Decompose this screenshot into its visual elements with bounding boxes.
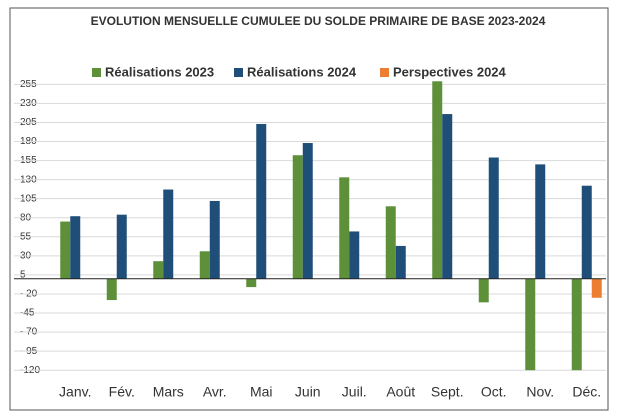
x-tick-label: Nov. bbox=[526, 384, 554, 400]
x-tick-label: Fév. bbox=[109, 384, 135, 400]
bar bbox=[571, 278, 582, 371]
legend-swatch bbox=[234, 68, 243, 77]
x-tick-label: Sept. bbox=[431, 384, 464, 400]
x-tick-label: Juil. bbox=[342, 384, 367, 400]
bar bbox=[535, 164, 546, 279]
bar bbox=[385, 206, 396, 279]
x-tick-label: Mars bbox=[153, 384, 184, 400]
bar bbox=[256, 123, 267, 279]
bar bbox=[478, 278, 489, 303]
legend-label: Perspectives 2024 bbox=[393, 64, 507, 79]
x-tick-label: Mai bbox=[250, 384, 273, 400]
bar bbox=[488, 157, 499, 279]
bar bbox=[395, 245, 406, 279]
bar bbox=[292, 155, 303, 279]
bar bbox=[591, 278, 602, 298]
bar bbox=[349, 231, 360, 279]
x-tick-label: Avr. bbox=[203, 384, 227, 400]
chart-title: EVOLUTION MENSUELLE CUMULEE DU SOLDE PRI… bbox=[91, 14, 546, 28]
bar bbox=[163, 189, 174, 279]
legend-swatch bbox=[380, 68, 389, 77]
bar bbox=[246, 278, 257, 288]
bar bbox=[581, 185, 592, 279]
x-tick-label: Oct. bbox=[481, 384, 507, 400]
x-tick-label: Déc. bbox=[572, 384, 601, 400]
bar bbox=[106, 278, 117, 301]
bar bbox=[209, 200, 220, 279]
x-tick-label: Janv. bbox=[59, 384, 91, 400]
legend-label: Réalisations 2024 bbox=[247, 64, 357, 79]
x-tick-label: Août bbox=[386, 384, 415, 400]
bar bbox=[116, 214, 127, 279]
legend-label: Réalisations 2023 bbox=[105, 64, 214, 79]
bar bbox=[60, 221, 71, 279]
bar bbox=[199, 251, 210, 279]
bar bbox=[153, 261, 164, 279]
bar bbox=[525, 278, 536, 371]
legend-swatch bbox=[92, 68, 101, 77]
bar bbox=[442, 114, 453, 279]
bar bbox=[70, 216, 81, 279]
x-tick-label: Juin bbox=[295, 384, 321, 400]
bar bbox=[339, 177, 350, 279]
bar bbox=[302, 143, 313, 279]
bar bbox=[432, 81, 443, 279]
